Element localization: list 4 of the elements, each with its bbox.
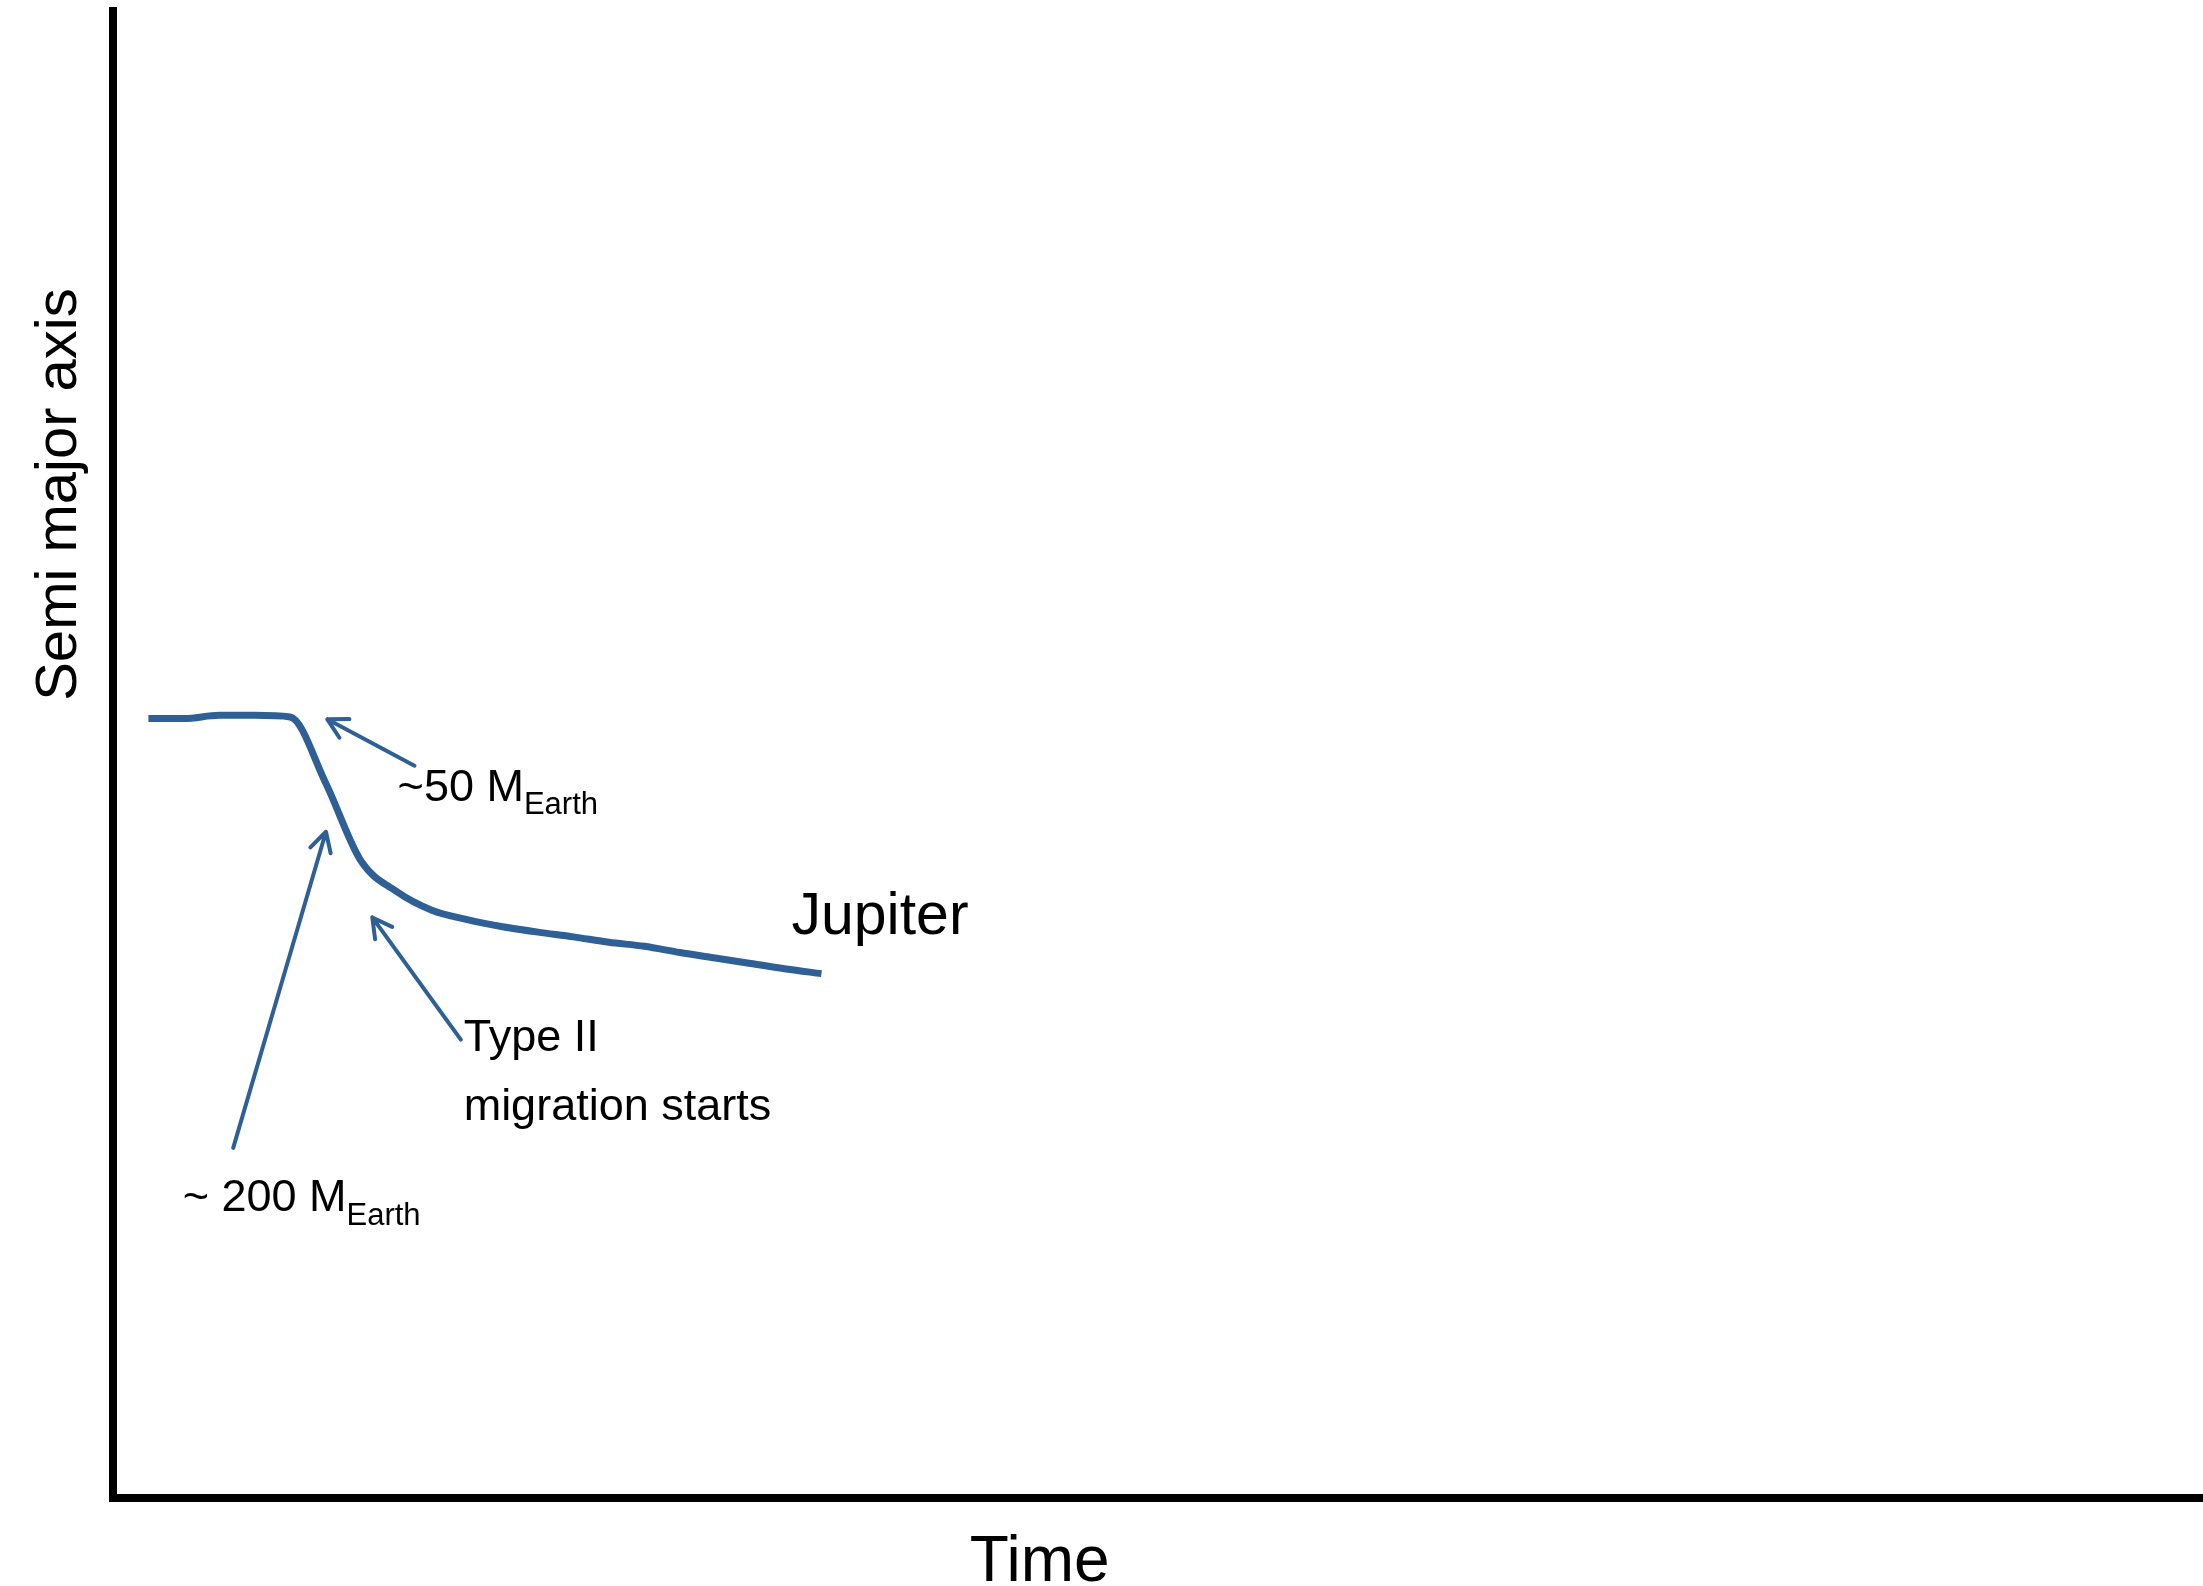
- series-label: Jupiter: [791, 880, 969, 947]
- annotation: Type II migration starts: [463, 1009, 772, 1130]
- y-axis-title: Semi major axis: [22, 288, 88, 701]
- x-axis-title: Time: [969, 1522, 1110, 1586]
